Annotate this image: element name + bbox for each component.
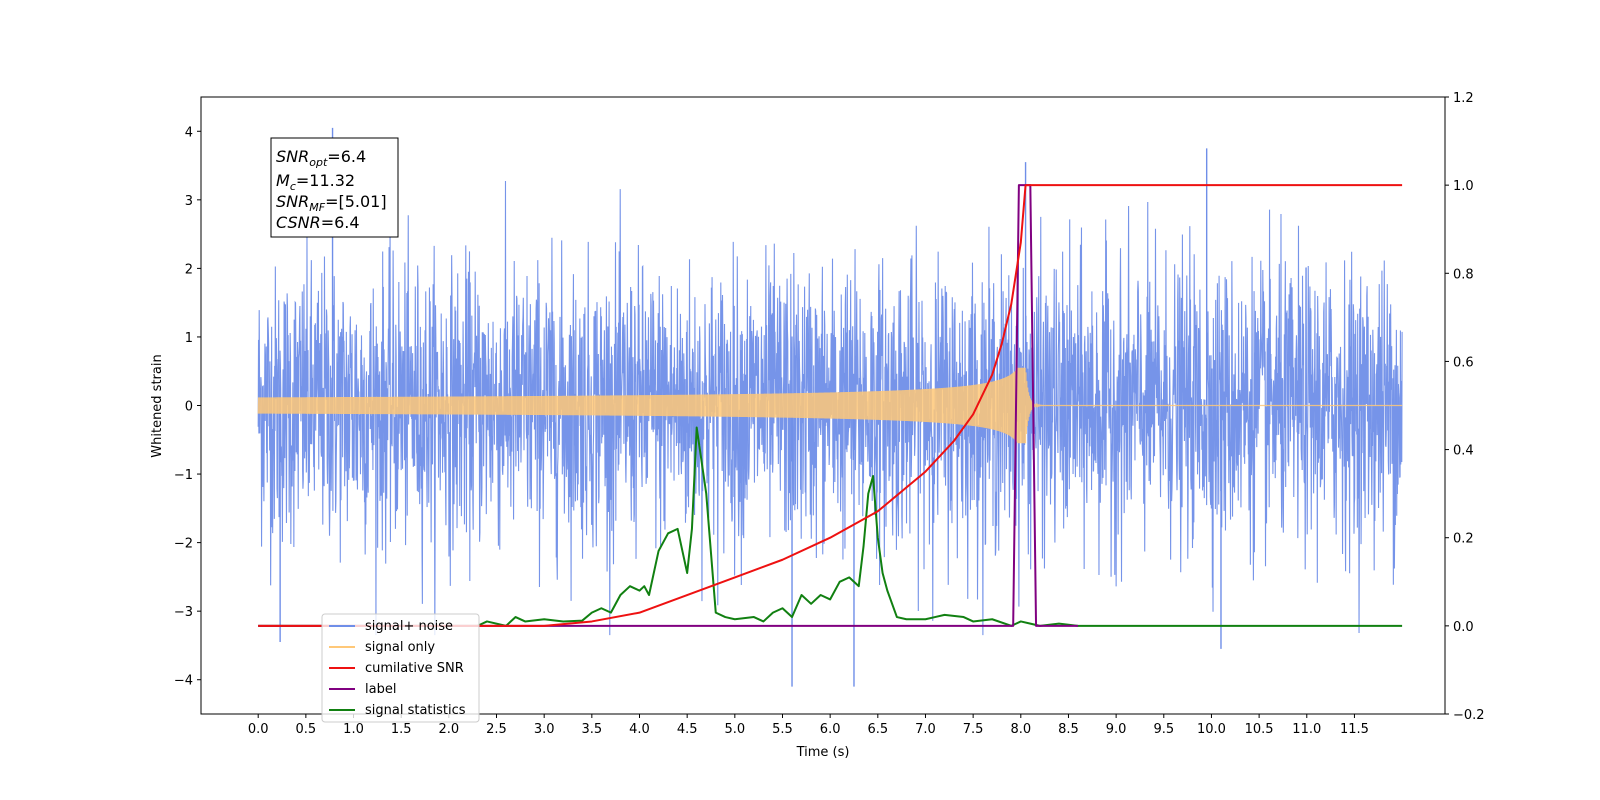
y-tick-label: 1 <box>185 331 193 346</box>
x-tick-label: 0.0 <box>248 722 269 737</box>
y2-tick-label: 1.2 <box>1453 91 1474 106</box>
x-tick-label: 5.5 <box>772 722 793 737</box>
annotation-box-frame <box>270 137 399 238</box>
x-tick-label: 1.0 <box>343 722 364 737</box>
annotation-snr-opt-sub: opt <box>309 156 328 169</box>
legend-frame <box>321 613 480 723</box>
y-axis-label: Whitened strain <box>150 354 165 457</box>
x-tick-label: 9.0 <box>1106 722 1127 737</box>
x-tick-label: 8.5 <box>1058 722 1079 737</box>
y-tick-label: −1 <box>174 468 193 483</box>
y2-tick-label: −0.2 <box>1453 708 1485 723</box>
series-signal-noise-peaks <box>279 127 1222 687</box>
annotation-snr-opt-base: SNR <box>276 147 309 166</box>
x-tick-label: 3.5 <box>581 722 602 737</box>
x-tick-label: 7.0 <box>915 722 936 737</box>
y2-tick-label: 0.8 <box>1453 267 1474 282</box>
x-axis: 0.0 0.5 1.0 1.5 2.0 2.5 3.0 3.5 4.0 4.5 5.0 5.5 6.0 6… <box>248 714 1369 737</box>
annotation-chirp-mass-base: M <box>276 171 290 190</box>
y2-tick-label: 0.4 <box>1453 444 1474 459</box>
plot-series <box>257 127 1403 687</box>
annotation-chirp-mass-value: =11.32 <box>296 171 355 190</box>
y-tick-label: −4 <box>174 674 193 689</box>
x-tick-label: 7.5 <box>963 722 984 737</box>
x-tick-label: 11.0 <box>1292 722 1321 737</box>
x-tick-label: 11.5 <box>1340 722 1369 737</box>
y2-tick-label: 0.2 <box>1453 532 1474 547</box>
annotation-snr-mf-value: =[5.01] <box>325 192 387 211</box>
annotation-box: SNRopt=6.4 Mc=11.32 SNRMF=[5.01] CSNR=6.… <box>270 137 399 238</box>
x-axis-label: Time (s) <box>796 745 850 760</box>
y-tick-label: 4 <box>185 125 193 140</box>
y-axis-right: 1.2 1.0 0.8 0.6 0.4 0.2 0.0 −0.2 <box>1445 91 1485 723</box>
annotation-csnr-value: =6.4 <box>321 213 360 232</box>
y-tick-label: −3 <box>174 605 193 620</box>
y-tick-label: −2 <box>174 537 193 552</box>
legend-label-signal-statistics: signal statistics <box>365 703 466 718</box>
legend-label-label: label <box>365 682 396 697</box>
annotation-snr-mf-base: SNR <box>276 192 309 211</box>
annotation-snr-opt: SNRopt=6.4 <box>276 147 366 169</box>
x-tick-label: 4.0 <box>629 722 650 737</box>
series-cumulative-snr <box>258 184 1403 627</box>
x-tick-label: 2.5 <box>486 722 507 737</box>
x-tick-label: 10.0 <box>1197 722 1226 737</box>
legend-label-cumulative-snr: cumilative SNR <box>365 661 464 676</box>
y-tick-label: 3 <box>185 194 193 209</box>
series-signal-noise <box>257 180 1403 636</box>
y2-tick-label: 0.6 <box>1453 355 1474 370</box>
x-tick-label: 0.5 <box>296 722 317 737</box>
y2-tick-label: 1.0 <box>1453 179 1474 194</box>
annotation-csnr-base: CSNR <box>276 213 321 232</box>
annotation-snr-mf: SNRMF=[5.01] <box>276 192 387 214</box>
y-tick-label: 0 <box>185 400 193 415</box>
legend-label-signal-only: signal only <box>365 640 435 655</box>
annotation-snr-opt-value: =6.4 <box>327 147 366 166</box>
x-tick-label: 6.0 <box>820 722 841 737</box>
x-tick-label: 3.0 <box>534 722 555 737</box>
annotation-chirp-mass-sub: c <box>290 180 296 193</box>
y2-tick-label: 0.0 <box>1453 620 1474 635</box>
x-tick-label: 1.5 <box>391 722 412 737</box>
legend: signal+ noise signal only cumilative SNR… <box>321 613 480 723</box>
x-tick-label: 5.0 <box>724 722 745 737</box>
annotation-csnr: CSNR=6.4 <box>276 213 360 232</box>
annotation-chirp-mass: Mc=11.32 <box>276 171 355 193</box>
y-tick-label: 2 <box>185 262 193 277</box>
x-tick-label: 10.5 <box>1245 722 1274 737</box>
series-signal-statistics <box>258 426 1403 627</box>
x-tick-label: 4.5 <box>677 722 698 737</box>
x-tick-label: 8.0 <box>1010 722 1031 737</box>
x-tick-label: 6.5 <box>867 722 888 737</box>
annotation-snr-mf-sub: MF <box>309 201 325 214</box>
x-tick-label: 9.5 <box>1153 722 1174 737</box>
y-axis-left: 4 3 2 1 0 −1 −2 −3 −4 <box>174 125 201 689</box>
legend-label-signal-noise: signal+ noise <box>365 619 453 634</box>
series-signal-only <box>257 367 1403 444</box>
x-tick-label: 2.0 <box>439 722 460 737</box>
